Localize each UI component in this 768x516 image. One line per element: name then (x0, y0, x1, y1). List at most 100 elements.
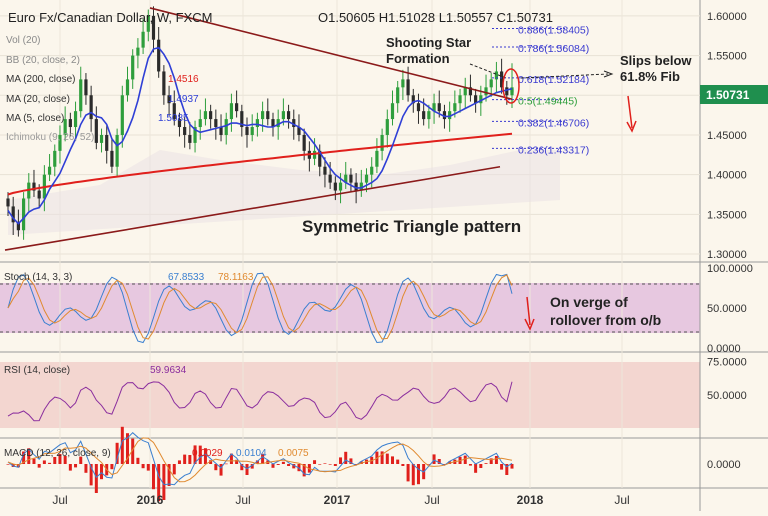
candle-body (89, 95, 93, 120)
candle-body (229, 103, 234, 120)
candle-body (94, 119, 98, 143)
fib-label: 0.618(1.52184) (518, 74, 589, 86)
candle-body (209, 111, 213, 120)
candle-body (219, 127, 223, 135)
price-tick-label: 1.55000 (707, 51, 747, 63)
candle-body (120, 95, 124, 135)
rsi-tick-label: 50.0000 (707, 390, 747, 402)
candle-body (401, 79, 405, 88)
macd-histogram-bar (437, 459, 441, 464)
stoch-note-1: On verge of (550, 294, 628, 310)
macd-histogram-bar (141, 464, 145, 469)
macd-label[interactable]: MACD (12, 26, close, 9) (4, 448, 111, 459)
time-tick-label: Jul (235, 493, 250, 507)
slips-pointer (520, 73, 609, 79)
shooting-star-circle (502, 68, 520, 104)
candle-body (214, 119, 218, 128)
macd-line (7, 432, 513, 486)
stoch-d-line (7, 274, 513, 340)
candle-body (177, 119, 182, 128)
ma20-label[interactable]: MA (20, close) (6, 94, 70, 105)
candle-body (6, 198, 10, 207)
candle-body (484, 87, 488, 96)
ma20-line (7, 46, 513, 225)
down-arrow-main (627, 95, 633, 129)
candle-body (271, 119, 275, 128)
candle-body (344, 174, 348, 183)
candle-body (183, 127, 187, 135)
stoch-label[interactable]: Stoch (14, 3, 3) (4, 272, 72, 283)
macd-histogram-bar (177, 460, 181, 464)
macd-histogram-bar (427, 464, 431, 465)
fib-label: 0.786(1.56084) (518, 43, 589, 55)
ma5-label[interactable]: MA (5, close) (6, 113, 64, 124)
macd-histogram-bar (479, 464, 483, 468)
candle-body (240, 111, 244, 128)
macd-histogram-bar (505, 464, 509, 475)
ma200-label[interactable]: MA (200, close) (6, 74, 75, 85)
candle-body (99, 134, 104, 143)
macd-histogram-bar (203, 448, 207, 464)
macd-histogram-bar (240, 464, 244, 471)
candle-body (151, 15, 156, 40)
candle-body (193, 127, 197, 143)
rsi-plot (7, 381, 513, 422)
macd-histogram-bar (287, 464, 291, 466)
macd-histogram-bar (463, 455, 467, 464)
down-arrow-stoch-head (524, 318, 535, 331)
candle-body (302, 134, 306, 151)
candle-body (396, 87, 400, 104)
fib-label: 0.382(1.46706) (518, 117, 589, 129)
macd-histogram-bar (120, 426, 124, 464)
candle-body (474, 95, 478, 104)
candle-body (235, 103, 239, 112)
macd-value-1: 0.0029 (192, 448, 223, 459)
time-tick-label: Jul (614, 493, 629, 507)
macd-histogram-bar (63, 456, 67, 464)
time-tick-label: Jul (424, 493, 439, 507)
macd-histogram-bar (198, 445, 202, 464)
macd-histogram-bar (442, 464, 446, 465)
price-tick-label: 1.40000 (707, 170, 747, 182)
macd-histogram-bar (84, 464, 88, 473)
slips-pointer-head (603, 70, 614, 78)
current-price-tag (700, 85, 768, 104)
macd-histogram-bar (42, 460, 46, 464)
candle-body (79, 79, 83, 112)
macd-histogram-bar (16, 464, 20, 468)
price-tick-label: 1.45000 (707, 130, 747, 142)
stoch-tick-label: 0.0000 (707, 343, 741, 355)
candle-body (68, 119, 72, 128)
macd-histogram-bar (157, 464, 161, 502)
macd-histogram-bar (224, 463, 228, 465)
rsi-label[interactable]: RSI (14, close) (4, 365, 70, 376)
last-candle-body (510, 89, 514, 93)
ma20-value: 1.4937 (168, 94, 199, 105)
candle-body (312, 150, 317, 159)
macd-histogram-bar (396, 459, 400, 464)
candle-body (281, 111, 285, 120)
macd-histogram-bar (484, 463, 488, 464)
macd-histogram-bar (354, 464, 358, 465)
ichimoku-label[interactable]: Ichimoku (9, 26, 52) (6, 132, 94, 143)
macd-histogram-bar (318, 464, 322, 465)
candle-body (188, 134, 192, 143)
macd-histogram-bar (323, 463, 327, 464)
candle-body (297, 127, 301, 135)
macd-histogram-bar (229, 453, 233, 464)
macd-histogram-bar (344, 451, 348, 464)
candle-body (198, 119, 202, 128)
macd-histogram-bar (162, 464, 166, 500)
bb-label[interactable]: BB (20, close, 2) (6, 55, 80, 66)
stoch-tick-label: 100.0000 (707, 263, 753, 275)
macd-histogram-bar (416, 464, 420, 485)
macd-histogram-bar (401, 464, 405, 466)
macd-histogram-bar (89, 464, 93, 486)
candle-body (167, 95, 171, 104)
macd-histogram-bar (261, 453, 265, 464)
time-tick-label: 2017 (324, 493, 351, 507)
vol-label[interactable]: Vol (20) (6, 35, 40, 46)
fib-label: 0.236(1.43317) (518, 144, 589, 156)
candle-body (453, 103, 457, 112)
